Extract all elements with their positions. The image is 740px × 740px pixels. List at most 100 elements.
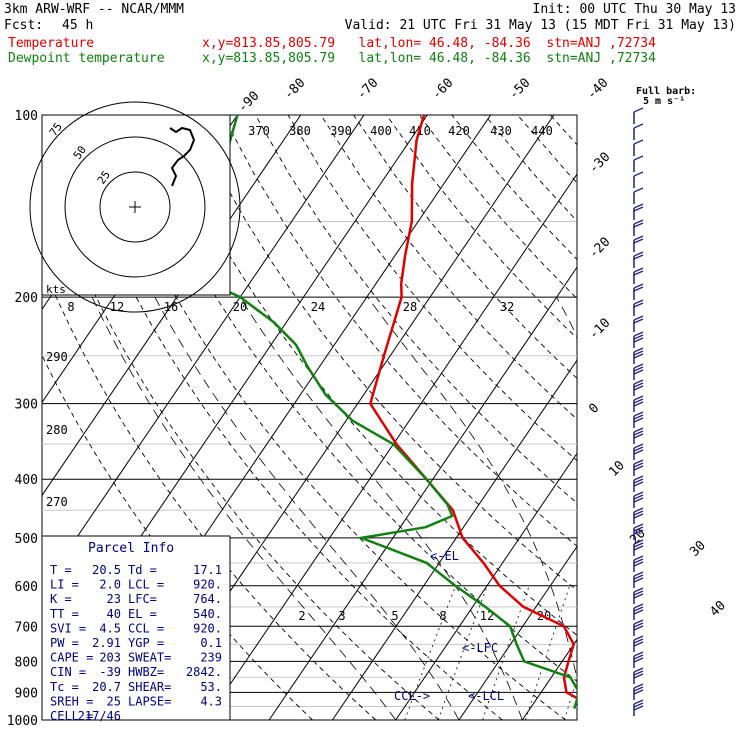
wind-barb <box>633 379 644 396</box>
parcel-info-value: 540. <box>193 607 222 621</box>
parcel-info-value: LI = <box>50 578 79 592</box>
theta-label: 380 <box>289 124 311 138</box>
isotherm-label: 40 <box>707 598 729 620</box>
barb-flag <box>633 363 644 369</box>
pressure-tick-label: 500 <box>15 532 38 547</box>
moist-adiabat <box>712 297 722 720</box>
barb-flag <box>633 619 644 625</box>
wind-barb <box>633 299 644 316</box>
barb-flag <box>633 555 644 561</box>
dry-adiabat <box>583 115 740 720</box>
wind-barb <box>633 203 644 220</box>
wind-barb <box>633 139 644 156</box>
barb-flag <box>633 625 644 631</box>
parcel-info-value: 25 <box>107 694 121 708</box>
barb-flag <box>633 414 644 420</box>
barb-flag <box>633 513 644 519</box>
barb-flag <box>633 529 644 535</box>
lcl-marker: <-LCL <box>468 689 504 703</box>
dry-adiabat <box>549 115 577 146</box>
barb-flag <box>633 334 644 340</box>
wind-barb <box>633 219 644 236</box>
hodograph-ring <box>29 101 241 313</box>
barb-flag <box>633 443 644 449</box>
barb-flag <box>633 302 644 308</box>
wind-barb <box>633 619 644 636</box>
barb-flag <box>633 590 644 596</box>
isotherm-label: -40 <box>584 76 611 103</box>
barb-flag <box>633 478 644 484</box>
temperature-legend: Temperature <box>8 36 95 51</box>
barb-flag <box>633 433 644 439</box>
barb-flag <box>633 494 644 500</box>
theta-label: 430 <box>490 124 512 138</box>
parcel-info-value: 239 <box>200 651 222 665</box>
wind-barb <box>633 683 644 700</box>
parcel-info-title: Parcel Info <box>88 541 174 556</box>
wind-barb <box>633 475 644 492</box>
barb-flag <box>633 523 644 529</box>
isotherm-label: 10 <box>606 458 628 480</box>
theta-label: 290 <box>46 350 68 364</box>
parcel-info-value: 4.3 <box>200 694 222 708</box>
barb-flag <box>633 155 644 161</box>
barb-flag <box>633 398 644 404</box>
forecast-label: Fcst: <box>4 18 44 33</box>
theta-label: 440 <box>531 124 553 138</box>
wind-barb <box>633 443 644 460</box>
wind-barb <box>633 363 644 380</box>
hodograph-ring-label: 75 <box>47 120 65 138</box>
barb-flag <box>633 107 644 113</box>
temperature-location: x,y=813.85,805.79 lat,lon= 46.48, -84.36… <box>202 36 656 51</box>
barb-flag <box>633 507 644 513</box>
mixing-ratio-line <box>563 677 577 720</box>
barb-flag <box>633 574 644 580</box>
parcel-info-value: SVI = <box>50 621 86 635</box>
wind-barb <box>633 555 644 572</box>
barb-flag <box>633 699 644 705</box>
level-markers: <-EL <-LFC CCL-> <-LCL <box>394 549 504 703</box>
parcel-info-value: LFC= <box>128 592 157 606</box>
wind-barb <box>633 347 644 364</box>
parcel-info-value: 2842. <box>186 665 222 679</box>
barb-flag <box>633 270 644 276</box>
isotherm-label: -60 <box>429 76 456 103</box>
wind-barb <box>633 491 644 508</box>
barb-flag <box>633 641 644 647</box>
isotherm-label: -10 <box>586 316 613 343</box>
wind-barb <box>633 267 644 284</box>
theta-label: 370 <box>248 124 270 138</box>
isotherm-label: -90 <box>235 89 262 116</box>
pressure-tick-label: 300 <box>15 398 38 413</box>
parcel-info-value: LCL = <box>128 578 164 592</box>
parcel-info-value: CELL = <box>50 709 93 723</box>
mixing-ratio-label: 32 <box>500 300 514 314</box>
mixing-ratio-label: 3 <box>338 609 345 623</box>
barb-flag <box>633 251 644 257</box>
valid-time: Valid: 21 UTC Fri 31 May 13 (15 MDT Fri … <box>344 18 736 33</box>
pressure-tick-label: 700 <box>15 620 38 635</box>
barb-flag <box>633 705 644 711</box>
isotherm-label: 30 <box>687 538 709 560</box>
wind-barb <box>633 187 644 204</box>
barb-flag <box>633 139 644 145</box>
wind-barb <box>633 395 644 412</box>
wind-barb <box>633 283 644 300</box>
barb-flag <box>633 673 644 679</box>
barb-flag <box>633 497 644 503</box>
wind-barbs: Full barb: 5 m s⁻¹ <box>633 86 696 716</box>
parcel-info-value: 23 <box>107 592 121 606</box>
barb-flag <box>633 686 644 692</box>
isotherm-label: -30 <box>586 150 613 177</box>
wind-barb <box>633 155 644 172</box>
barb-flag <box>633 667 644 673</box>
barb-flag <box>633 318 644 324</box>
wind-barb <box>633 603 644 620</box>
hodograph-trace <box>169 126 196 187</box>
barb-flag <box>633 635 644 641</box>
hodograph: 25 50 75 kts <box>29 101 241 313</box>
theta-label: 280 <box>46 423 68 437</box>
isotherm <box>649 115 740 720</box>
isotherm <box>42 115 302 497</box>
